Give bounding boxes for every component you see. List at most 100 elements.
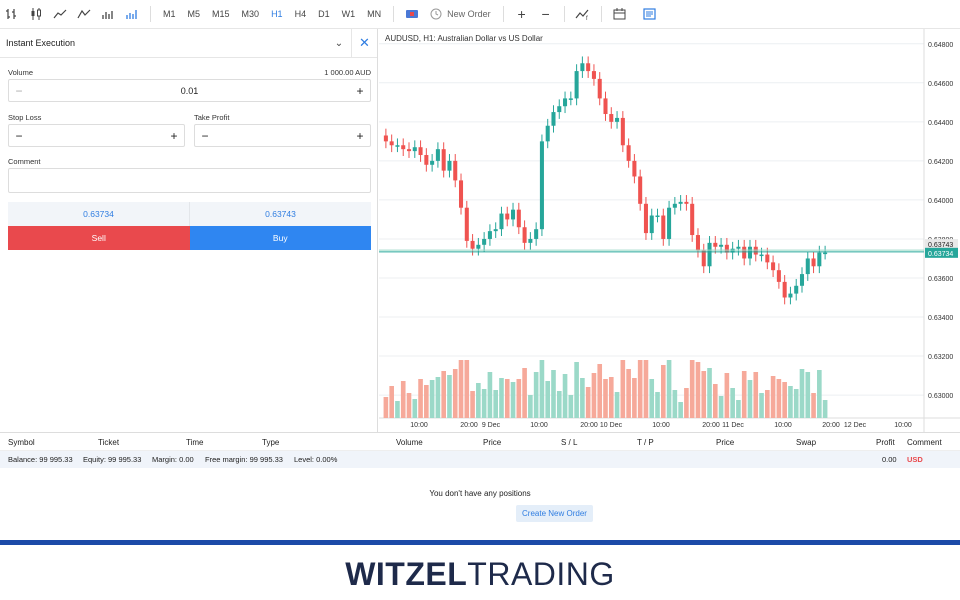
chart-canvas[interactable]: 0.648000.646000.644000.642000.640000.638… xyxy=(379,29,960,432)
candle-body xyxy=(765,254,770,263)
x-tick-label: 10:00 xyxy=(894,422,912,429)
comment-input[interactable] xyxy=(8,168,371,193)
candle-body xyxy=(430,160,435,165)
timeframe-m5[interactable]: M5 xyxy=(187,9,201,19)
real-volume-icon[interactable] xyxy=(120,0,144,29)
timeframe-m15[interactable]: M15 xyxy=(212,9,230,19)
volume-increase-button[interactable]: + xyxy=(356,83,364,98)
indicators-icon[interactable]: f xyxy=(571,0,595,29)
candle-body xyxy=(568,98,573,100)
stop-loss-decrease-button[interactable]: − xyxy=(15,128,23,143)
profit-value: 0.00 xyxy=(882,455,897,464)
area-chart-icon[interactable] xyxy=(72,0,96,29)
volume-bar xyxy=(493,390,499,418)
volume-stepper[interactable]: − 0.01 + xyxy=(8,79,371,102)
order-type-select[interactable]: Instant Execution xyxy=(6,38,76,48)
volume-bar xyxy=(395,401,400,418)
create-new-order-button[interactable]: Create New Order xyxy=(516,505,593,522)
timeframe-d1[interactable]: D1 xyxy=(318,9,330,19)
volume-bar xyxy=(822,400,828,418)
candle-body xyxy=(441,149,446,171)
take-profit-stepper[interactable]: − + xyxy=(194,124,371,147)
stop-loss-stepper[interactable]: − + xyxy=(8,124,185,147)
col-take-profit[interactable]: T / P xyxy=(637,438,654,447)
candle-body xyxy=(615,117,620,122)
col-type[interactable]: Type xyxy=(262,438,280,447)
volume-input[interactable]: 0.01 xyxy=(180,85,199,96)
volume-bar xyxy=(429,380,435,418)
bar-chart-icon[interactable] xyxy=(0,0,24,29)
col-current-price[interactable]: Price xyxy=(716,438,735,447)
candle-body xyxy=(493,229,498,232)
price-row: 0.63734 0.63743 xyxy=(8,202,371,226)
volume-bar xyxy=(626,369,631,418)
toolbar-divider xyxy=(150,6,151,22)
x-tick-label: 20:00 xyxy=(580,422,598,429)
stop-loss-increase-button[interactable]: + xyxy=(170,128,178,143)
candle-body xyxy=(736,246,741,249)
toolbar-divider xyxy=(600,6,602,22)
col-time[interactable]: Time xyxy=(186,438,204,447)
zoom-in-icon[interactable]: + xyxy=(517,6,526,22)
candle-body xyxy=(534,229,539,239)
col-price[interactable]: Price xyxy=(483,438,502,447)
volume-bar xyxy=(689,360,695,418)
toolbar-divider xyxy=(393,6,395,22)
col-ticket[interactable]: Ticket xyxy=(98,438,120,447)
x-tick-label: 10:00 xyxy=(652,422,670,429)
candle-body xyxy=(794,285,799,294)
candlestick-icon[interactable] xyxy=(24,0,48,29)
candle-body xyxy=(487,231,492,239)
candle-body xyxy=(591,71,596,79)
candle-body xyxy=(719,244,724,247)
volume-decrease-button[interactable]: − xyxy=(15,83,23,98)
timeframe-m1[interactable]: M1 xyxy=(163,9,176,19)
line-chart-icon[interactable] xyxy=(48,0,72,29)
col-profit[interactable]: Profit xyxy=(876,438,895,447)
buy-button[interactable]: Buy xyxy=(189,226,371,250)
volume-bar xyxy=(695,362,701,418)
candle-body xyxy=(458,180,464,208)
timeframe-h4[interactable]: H4 xyxy=(294,9,307,19)
candle-body xyxy=(597,78,602,99)
timeframe-mn[interactable]: MN xyxy=(367,9,382,19)
col-comment[interactable]: Comment xyxy=(907,438,942,447)
timeframe-w1[interactable]: W1 xyxy=(341,9,356,19)
new-order-button[interactable]: New Order xyxy=(424,0,497,29)
trade-panel-icon[interactable] xyxy=(638,0,662,29)
volume-bar xyxy=(551,370,556,418)
y-tick-label: 0.64400 xyxy=(928,120,953,127)
panel-header: Instant Execution ⌄ ✕ xyxy=(0,28,377,58)
candle-body xyxy=(603,98,608,115)
candle-body xyxy=(476,244,481,249)
take-profit-increase-button[interactable]: + xyxy=(356,128,364,143)
take-profit-decrease-button[interactable]: − xyxy=(201,128,209,143)
volume-icon[interactable] xyxy=(96,0,120,29)
sell-button[interactable]: Sell xyxy=(8,226,190,250)
volume-bar xyxy=(499,378,504,418)
candle-body xyxy=(620,117,625,146)
candle-body xyxy=(574,71,579,99)
timeframe-m30[interactable]: M30 xyxy=(241,9,260,19)
trade-buttons: Sell Buy xyxy=(8,226,371,250)
volume-bar xyxy=(765,390,770,418)
col-stop-loss[interactable]: S / L xyxy=(561,438,578,447)
col-swap[interactable]: Swap xyxy=(796,438,817,447)
candle-body xyxy=(678,201,683,204)
close-icon[interactable]: ✕ xyxy=(351,28,377,58)
zoom-out-icon[interactable]: − xyxy=(541,6,550,22)
chevron-down-icon[interactable]: ⌄ xyxy=(334,37,344,49)
volume-bar xyxy=(591,373,597,418)
y-tick-label: 0.63200 xyxy=(928,354,953,361)
one-click-trading-icon[interactable] xyxy=(400,0,424,29)
volume-bar xyxy=(817,370,822,418)
volume-bar xyxy=(701,371,707,418)
timeframe-h1[interactable]: H1 xyxy=(271,9,283,19)
col-volume[interactable]: Volume xyxy=(396,438,423,447)
calendar-icon[interactable] xyxy=(608,0,632,29)
price-chart[interactable]: 0.648000.646000.644000.642000.640000.638… xyxy=(379,29,960,432)
y-tick-label: 0.64800 xyxy=(928,42,953,49)
col-symbol[interactable]: Symbol xyxy=(8,438,35,447)
x-tick-label: 11 Dec xyxy=(722,422,744,429)
volume-bar xyxy=(539,360,545,418)
